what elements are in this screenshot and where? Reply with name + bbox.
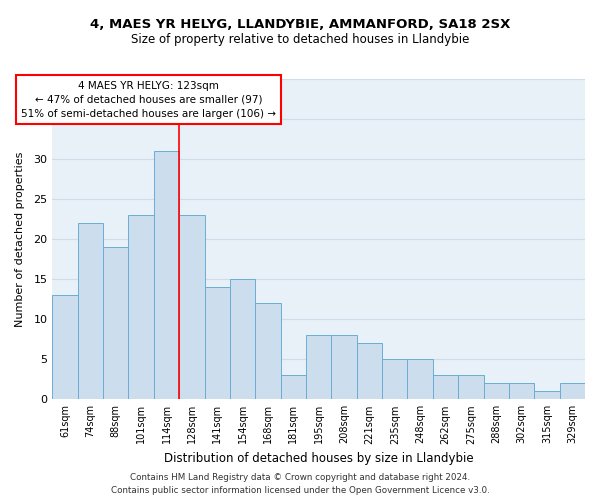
Text: Contains HM Land Registry data © Crown copyright and database right 2024.
Contai: Contains HM Land Registry data © Crown c…	[110, 474, 490, 495]
Text: Size of property relative to detached houses in Llandybie: Size of property relative to detached ho…	[131, 32, 469, 46]
Bar	[306, 335, 331, 400]
Bar	[560, 384, 585, 400]
Bar	[52, 295, 77, 400]
Bar	[509, 384, 534, 400]
Bar	[484, 384, 509, 400]
Text: 4 MAES YR HELYG: 123sqm
← 47% of detached houses are smaller (97)
51% of semi-de: 4 MAES YR HELYG: 123sqm ← 47% of detache…	[21, 80, 276, 118]
Y-axis label: Number of detached properties: Number of detached properties	[15, 152, 25, 327]
Bar	[357, 344, 382, 400]
Bar	[331, 335, 357, 400]
Bar	[281, 376, 306, 400]
Bar	[179, 215, 205, 400]
Bar	[205, 287, 230, 400]
Bar	[433, 376, 458, 400]
Bar	[128, 215, 154, 400]
Bar	[382, 360, 407, 400]
Bar	[407, 360, 433, 400]
Bar	[230, 279, 255, 400]
Bar	[154, 151, 179, 400]
Bar	[534, 392, 560, 400]
X-axis label: Distribution of detached houses by size in Llandybie: Distribution of detached houses by size …	[164, 452, 473, 465]
Bar	[77, 223, 103, 400]
Bar	[255, 303, 281, 400]
Bar	[103, 247, 128, 400]
Text: 4, MAES YR HELYG, LLANDYBIE, AMMANFORD, SA18 2SX: 4, MAES YR HELYG, LLANDYBIE, AMMANFORD, …	[90, 18, 510, 30]
Bar	[458, 376, 484, 400]
